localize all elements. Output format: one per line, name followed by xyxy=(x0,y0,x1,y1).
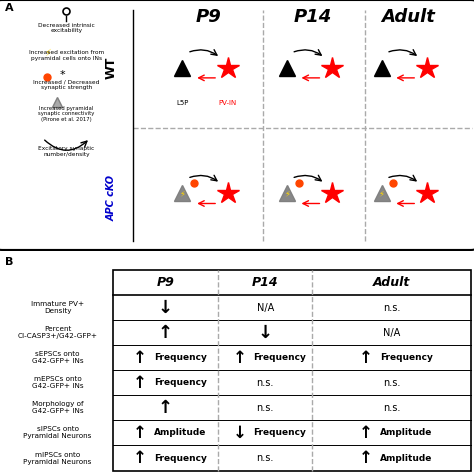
Text: n.s.: n.s. xyxy=(256,378,274,388)
Text: P9: P9 xyxy=(156,276,174,289)
Text: PV-IN: PV-IN xyxy=(219,100,237,107)
Text: Decreased intrinsic
excitability: Decreased intrinsic excitability xyxy=(38,23,95,33)
Text: Adult: Adult xyxy=(373,276,410,289)
Text: Increased excitation from
pyramidal cells onto INs: Increased excitation from pyramidal cell… xyxy=(29,50,104,61)
Text: L5P: L5P xyxy=(176,100,189,107)
FancyBboxPatch shape xyxy=(0,0,474,250)
Text: Frequency: Frequency xyxy=(154,454,207,463)
Text: n.s.: n.s. xyxy=(256,403,274,413)
Text: P14: P14 xyxy=(294,8,332,26)
Bar xyxy=(113,270,471,471)
Text: sEPSCs onto
G42-GFP+ INs: sEPSCs onto G42-GFP+ INs xyxy=(32,351,83,364)
Text: Frequency: Frequency xyxy=(254,353,306,362)
Text: Amplitude: Amplitude xyxy=(154,428,206,438)
Text: Frequency: Frequency xyxy=(154,353,207,362)
Text: sIPSCs onto
Pyramidal Neurons: sIPSCs onto Pyramidal Neurons xyxy=(23,427,91,439)
Text: P14: P14 xyxy=(252,276,278,289)
Text: Immature PV+
Density: Immature PV+ Density xyxy=(31,301,84,314)
Text: ⚡: ⚡ xyxy=(44,48,51,58)
Text: Increased / Decreased
synaptic strength: Increased / Decreased synaptic strength xyxy=(33,79,100,90)
Text: N/A: N/A xyxy=(383,328,400,337)
Text: ↑: ↑ xyxy=(359,424,373,442)
Text: ↑: ↑ xyxy=(359,449,373,467)
Text: ↑: ↑ xyxy=(158,399,173,417)
Text: mIPSCs onto
Pyramidal Neurons: mIPSCs onto Pyramidal Neurons xyxy=(23,452,91,465)
Text: Amplitude: Amplitude xyxy=(380,428,432,438)
Text: Frequency: Frequency xyxy=(154,378,207,387)
Text: ↑: ↑ xyxy=(133,449,146,467)
Text: Excitatory synaptic
number/density: Excitatory synaptic number/density xyxy=(38,146,94,156)
Text: APC cKO: APC cKO xyxy=(106,175,117,221)
Text: ↓: ↓ xyxy=(158,299,173,317)
Text: Amplitude: Amplitude xyxy=(380,454,432,463)
Text: WT: WT xyxy=(105,56,118,79)
Text: n.s.: n.s. xyxy=(256,453,274,463)
Text: ↑: ↑ xyxy=(133,424,146,442)
Text: ↓: ↓ xyxy=(232,424,246,442)
Text: ⚡: ⚡ xyxy=(180,189,185,198)
Text: Frequency: Frequency xyxy=(380,353,433,362)
Text: Increased pyramidal
synaptic connectivity
(Pirone et al. 2017): Increased pyramidal synaptic connectivit… xyxy=(38,106,94,122)
Text: ↑: ↑ xyxy=(359,349,373,367)
Text: Frequency: Frequency xyxy=(254,428,306,438)
Text: ↑: ↑ xyxy=(158,324,173,342)
Text: Adult: Adult xyxy=(381,8,435,26)
Text: *: * xyxy=(59,70,65,81)
Text: Percent
CI-CASP3+/G42-GFP+: Percent CI-CASP3+/G42-GFP+ xyxy=(18,326,98,339)
Text: n.s.: n.s. xyxy=(383,403,400,413)
Text: ↑: ↑ xyxy=(133,349,146,367)
Text: ⚡: ⚡ xyxy=(379,189,384,198)
Text: N/A: N/A xyxy=(256,302,274,312)
Text: mEPSCs onto
G42-GFP+ INs: mEPSCs onto G42-GFP+ INs xyxy=(32,376,83,389)
Text: ⚡: ⚡ xyxy=(284,189,290,198)
Text: B: B xyxy=(5,257,13,267)
Text: Morphology of
G42-GFP+ INs: Morphology of G42-GFP+ INs xyxy=(32,401,83,414)
Text: ↓: ↓ xyxy=(257,324,273,342)
Text: P9: P9 xyxy=(196,8,221,26)
Text: ↑: ↑ xyxy=(232,349,246,367)
Text: n.s.: n.s. xyxy=(383,378,400,388)
Text: A: A xyxy=(5,2,13,12)
Text: ↑: ↑ xyxy=(133,374,146,392)
Text: n.s.: n.s. xyxy=(383,302,400,312)
